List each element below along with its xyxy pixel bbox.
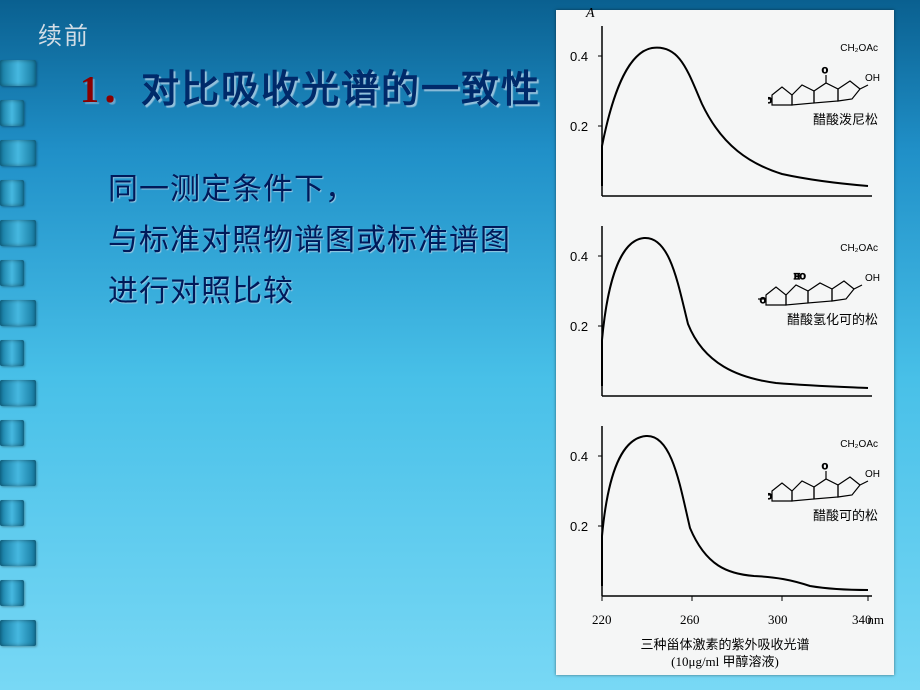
spectrum-chart-2: 0.4 0.2 CH₂OAc O HO OH 醋酸氢化可的松: [562, 216, 888, 416]
spectrum-figure: A 0.4 0.2 CH₂OAc O O: [556, 10, 894, 675]
heading-number: 1．: [80, 69, 141, 111]
svg-text:0.2: 0.2: [570, 319, 588, 334]
svg-text:0.4: 0.4: [570, 449, 588, 464]
structure-1: CH₂OAc O O OH 醋酸泼尼松: [768, 44, 878, 127]
slide-heading: 1．对比吸收光谱的一致性: [80, 58, 541, 113]
compound-label-1: 醋酸泼尼松: [768, 113, 878, 127]
svg-text:HO: HO: [794, 272, 806, 281]
figure-caption: 三种甾体激素的紫外吸收光谱 (10μg/ml 甲醇溶液): [562, 636, 888, 671]
structure-2: CH₂OAc O HO OH 醋酸氢化可的松: [758, 244, 878, 327]
body-line-3: 进行对照比较: [108, 266, 511, 317]
structure-3: CH₂OAc O O OH 醋酸可的松: [768, 440, 878, 523]
body-text: 同一测定条件下， 与标准对照物谱图或标准谱图 进行对照比较: [108, 164, 511, 317]
svg-text:0.2: 0.2: [570, 519, 588, 534]
x-unit: nm: [867, 612, 884, 628]
svg-text:0.4: 0.4: [570, 49, 588, 64]
body-line-1: 同一测定条件下，: [108, 164, 511, 215]
spectrum-chart-3: 0.4 0.2 CH₂OAc O O OH: [562, 416, 888, 616]
x-axis: 220 260 300 340 nm: [562, 612, 888, 634]
svg-text:O: O: [768, 492, 772, 501]
body-line-2: 与标准对照物谱图或标准谱图: [108, 215, 511, 266]
svg-text:0.2: 0.2: [570, 119, 588, 134]
svg-text:O: O: [768, 96, 772, 105]
pretitle: 续前: [38, 16, 90, 51]
svg-text:O: O: [822, 462, 828, 471]
decorative-sidebar: [0, 60, 40, 660]
compound-label-3: 醋酸可的松: [768, 509, 878, 523]
svg-text:0.4: 0.4: [570, 249, 588, 264]
heading-text: 对比吸收光谱的一致性: [141, 69, 541, 111]
spectrum-chart-1: 0.4 0.2 CH₂OAc O O OH 醋酸泼尼松: [562, 16, 888, 216]
svg-text:O: O: [760, 296, 766, 305]
compound-label-2: 醋酸氢化可的松: [758, 313, 878, 327]
svg-text:O: O: [822, 66, 828, 75]
